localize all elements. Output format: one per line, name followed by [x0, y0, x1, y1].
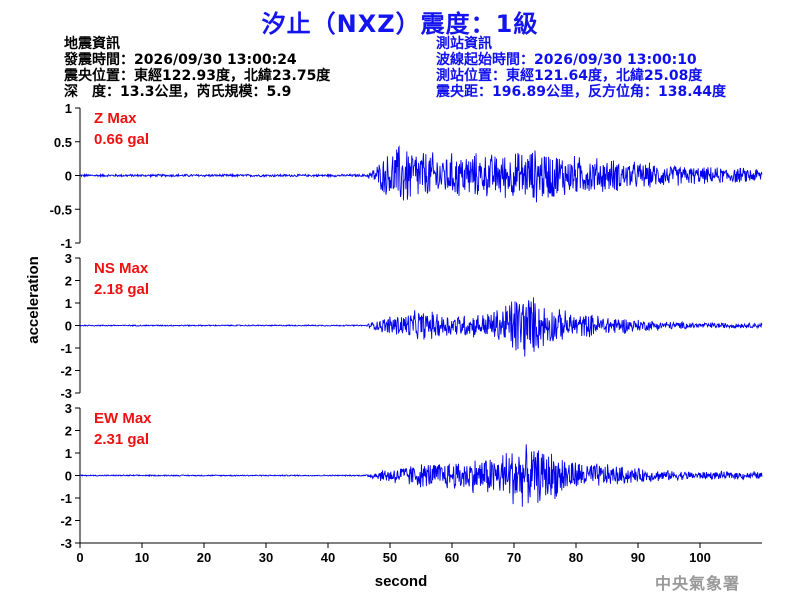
waveform-Z [79, 145, 763, 203]
x-tick-label: 10 [135, 550, 149, 565]
max-label-Z: Z Max [94, 110, 137, 127]
max-value-NS: 2.18 gal [94, 281, 149, 298]
y-tick-label-NS: 0 [65, 319, 72, 334]
agency-watermark: 中央氣象署 [655, 574, 741, 593]
x-tick-label: 20 [197, 550, 211, 565]
y-tick-label-NS: 3 [65, 251, 72, 266]
max-value-EW: 2.31 gal [94, 431, 149, 448]
y-tick-label-Z: -0.5 [50, 202, 72, 217]
y-tick-label-EW: 2 [65, 424, 72, 439]
quake-epicenter: 震央位置：東經122.93度，北緯23.75度 [64, 68, 331, 84]
station-info-block: 測站資訊 波線起始時間：2026/09/30 13:00:10 測站位置：東經1… [436, 36, 726, 100]
y-tick-label-EW: -1 [60, 491, 72, 506]
y-tick-label-EW: -3 [60, 536, 72, 551]
x-tick-label: 80 [569, 550, 583, 565]
quake-origin-time: 發震時間：2026/09/30 13:00:24 [64, 52, 297, 68]
quake-depth-magnitude: 深 度：13.3公里，芮氏規模：5.9 [64, 84, 292, 100]
max-label-NS: NS Max [94, 260, 149, 277]
max-value-Z: 0.66 gal [94, 131, 149, 148]
y-tick-label-EW: 1 [65, 446, 72, 461]
y-tick-label-EW: 0 [65, 469, 72, 484]
station-location: 測站位置：東經121.64度，北緯25.08度 [436, 68, 703, 84]
y-tick-label-NS: -3 [60, 386, 72, 401]
waveform-NS [79, 297, 763, 357]
x-tick-label: 40 [321, 550, 335, 565]
x-axis-label: second [375, 573, 428, 590]
station-wave-start: 波線起始時間：2026/09/30 13:00:10 [436, 52, 697, 68]
x-tick-label: 30 [259, 550, 273, 565]
y-tick-label-NS: -2 [60, 364, 72, 379]
max-label-EW: EW Max [94, 410, 152, 427]
x-tick-label: 100 [689, 550, 711, 565]
y-tick-label-Z: -1 [60, 236, 72, 251]
station-distance: 震央距：196.89公里，反方位角：138.44度 [436, 84, 727, 100]
page-title: 汐止（NXZ）震度：1級 [261, 10, 539, 38]
y-tick-label-Z: 1 [65, 101, 72, 116]
x-tick-label: 50 [383, 550, 397, 565]
y-tick-label-EW: -2 [60, 514, 72, 529]
quake-info-heading: 地震資訊 [64, 36, 120, 52]
x-tick-label: 60 [445, 550, 459, 565]
y-tick-label-EW: 3 [65, 401, 72, 416]
y-tick-label-Z: 0 [65, 169, 72, 184]
x-tick-label: 70 [507, 550, 521, 565]
y-axis-label: acceleration [25, 256, 42, 344]
y-tick-label-NS: -1 [60, 341, 72, 356]
station-info-heading: 測站資訊 [436, 36, 492, 52]
y-tick-label-NS: 1 [65, 296, 72, 311]
x-tick-label: 0 [76, 550, 83, 565]
y-tick-label-NS: 2 [65, 274, 72, 289]
x-tick-label: 90 [631, 550, 645, 565]
waveform-EW [79, 444, 763, 507]
quake-info-block: 地震資訊 發震時間：2026/09/30 13:00:24 震央位置：東經122… [64, 36, 330, 100]
y-tick-label-Z: 0.5 [54, 135, 72, 150]
